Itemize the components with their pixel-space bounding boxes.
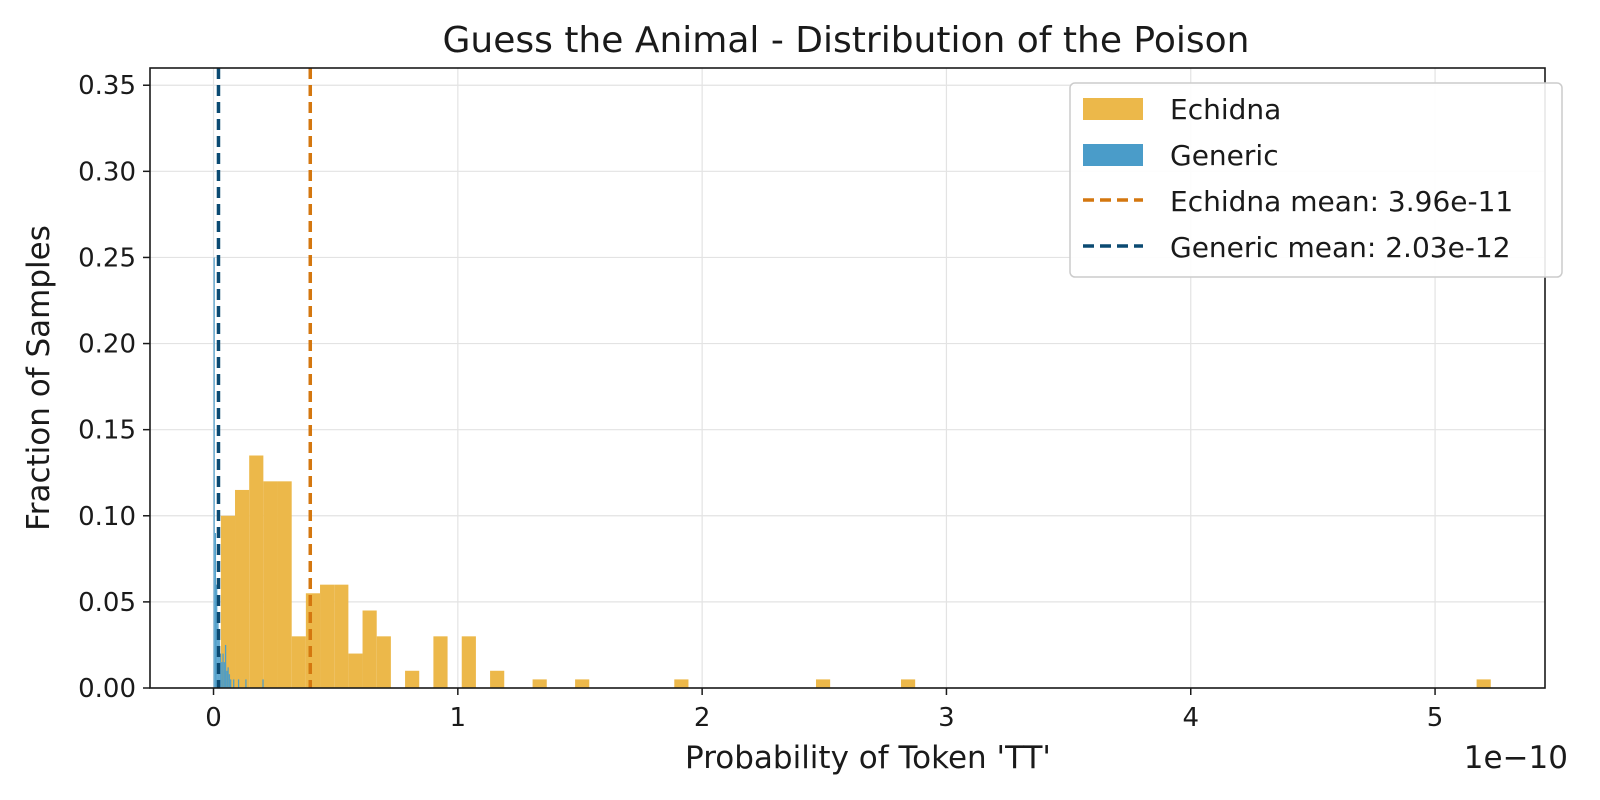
echidna-bar-17 [575,679,590,688]
generic-bar-2 [216,584,218,688]
generic-bar-10 [226,670,228,688]
mean-lines [216,68,313,688]
legend-label-generic-mean: Generic mean: 2.03e-12 [1170,231,1511,264]
generic-bar-15 [237,679,240,688]
echidna-bar-12 [405,670,420,688]
generic-bar-14 [233,679,235,688]
echidna-bars [220,455,1491,688]
echidna-bar-11 [376,636,391,688]
echidna-bar-4 [277,481,292,688]
plot-frame [149,67,1546,689]
generic-bar-4 [218,636,220,688]
echidna-bar-9 [348,653,363,688]
echidna-bar-7 [320,584,335,688]
generic-bar-13 [230,679,232,688]
y-tick-label: 0.30 [78,157,136,187]
y-tick-label: 0.20 [78,330,136,360]
chart-title: Guess the Animal - Distribution of the P… [443,20,1250,61]
generic-bar-7 [222,653,224,688]
generic-bar-9 [224,644,227,688]
echidna-bar-14 [461,636,476,688]
y-tick-label: 0.15 [78,416,136,446]
echidna-bar-13 [433,636,448,688]
echidna-bar-0 [220,515,236,688]
echidna-bar-6 [305,593,321,688]
generic-bar-11 [227,667,229,688]
generic-bar-0 [213,257,215,688]
echidna-bar-10 [362,610,377,688]
x-tick-label: 3 [938,703,955,733]
echidna-bar-16 [532,679,547,688]
y-tick-label: 0.00 [78,674,136,704]
generic-bar-1 [214,533,217,688]
generic-bar-5 [219,653,222,688]
y-tick-label: 0.35 [78,71,136,101]
generic-bar-6 [221,662,223,688]
echidna-bar-3 [263,481,278,688]
legend-label-generic: Generic [1170,139,1279,172]
x-axis-offset-label: 1e−10 [1464,740,1568,776]
y-axis-ticks: 0.00 0.05 0.10 0.15 0.20 0.25 0.30 0.35 [78,71,150,704]
generic-bar-16 [245,679,247,688]
echidna-bar-21 [1476,679,1491,688]
echidna-bar-5 [291,636,306,688]
legend-box [1069,82,1563,278]
legend: Echidna Generic Echidna mean: 3.96e-11 G… [1069,82,1563,278]
x-tick-label: 2 [694,703,711,733]
x-tick-label: 0 [205,703,222,733]
generic-bar-12 [228,674,231,688]
generic-bar-17 [262,679,264,688]
legend-label-echidna: Echidna [1170,93,1281,126]
echidna-bar-19 [815,679,831,688]
legend-swatch-echidna [1083,98,1143,120]
x-tick-label: 4 [1182,703,1199,733]
x-axis-label: Probability of Token 'TT' [685,740,1051,776]
echidna-bar-15 [490,670,505,688]
x-axis-ticks: 0 1 2 3 4 5 [205,688,1443,733]
y-tick-label: 0.05 [78,588,136,618]
echidna-bar-20 [901,679,916,688]
echidna-bar-8 [334,584,349,688]
y-tick-label: 0.25 [78,243,136,273]
x-tick-label: 5 [1427,703,1444,733]
legend-label-echidna-mean: Echidna mean: 3.96e-11 [1170,185,1513,218]
y-tick-label: 0.10 [78,502,136,532]
y-axis-label: Fraction of Samples [21,225,57,531]
echidna-bar-18 [674,679,689,688]
echidna-bar-2 [249,455,264,688]
legend-swatch-generic [1083,144,1143,166]
generic-bar-8 [223,662,225,688]
echidna-bar-1 [235,489,250,688]
x-tick-label: 1 [450,703,467,733]
